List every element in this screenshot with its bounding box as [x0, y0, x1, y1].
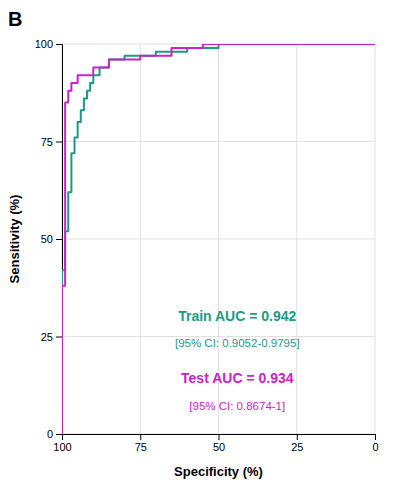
x-tick: 50: [213, 434, 225, 453]
x-tick-mark: [297, 434, 298, 440]
annotation: Test AUC = 0.934: [181, 370, 294, 386]
x-tick: 100: [53, 434, 71, 453]
y-axis-line: [56, 45, 63, 435]
x-axis-title: Specificity (%): [174, 464, 263, 479]
y-grid-line: [62, 239, 375, 240]
x-axis: 100 75 50 25 0: [53, 434, 378, 453]
y-tick-mark: [56, 239, 62, 240]
y-tick-label: 50: [41, 233, 53, 245]
x-tick-label: 100: [53, 441, 71, 453]
y-tick-label: 75: [41, 136, 53, 148]
y-tick: 50: [41, 233, 62, 245]
y-tick-mark: [56, 142, 62, 143]
y-axis-title: Sensitivity (%): [7, 195, 22, 284]
x-tick: 25: [291, 434, 303, 453]
y-tick-label: 100: [35, 38, 53, 50]
y-grid-line: [62, 141, 375, 142]
x-tick-mark: [140, 434, 141, 440]
x-tick-label: 50: [213, 441, 225, 453]
x-axis-line: [63, 435, 376, 441]
y-tick: 0: [47, 428, 62, 440]
y-tick-label: 0: [47, 428, 53, 440]
y-tick: 75: [41, 136, 62, 148]
y-tick-mark: [56, 434, 62, 435]
chart: 100 75 50 25 0 0 25 50 75 100 Train AUC = 0.942 [95…: [0, 0, 393, 486]
annotation: Train AUC = 0.942: [178, 308, 296, 324]
annotations: Train AUC = 0.942 [95% CI: 0.9052-0.9795]…: [175, 308, 300, 412]
y-tick-mark: [56, 44, 62, 45]
x-tick-label: 25: [291, 441, 303, 453]
plot-area: 100 75 50 25 0 0 25 50 75 100 Train AUC = 0.942 [95…: [35, 38, 379, 453]
grid: [62, 44, 375, 434]
y-tick: 100: [35, 38, 62, 50]
x-tick: 75: [135, 434, 147, 453]
annotation: [95% CI: 0.9052-0.9795]: [175, 337, 300, 349]
x-tick-label: 75: [135, 441, 147, 453]
x-tick-mark: [219, 434, 220, 440]
roc-line: [62, 44, 375, 434]
y-tick-label: 25: [41, 331, 53, 343]
roc-line: [62, 44, 375, 434]
x-tick-label: 0: [372, 441, 378, 453]
y-axis: 0 25 50 75 100: [35, 38, 63, 440]
lines: [62, 44, 375, 434]
x-tick-mark: [375, 434, 376, 440]
title: B: [8, 8, 22, 30]
x-tick: 0: [372, 434, 378, 453]
annotation: [95% CI: 0.8674-1]: [189, 400, 285, 412]
y-tick: 25: [41, 331, 62, 343]
y-tick-mark: [56, 337, 62, 338]
